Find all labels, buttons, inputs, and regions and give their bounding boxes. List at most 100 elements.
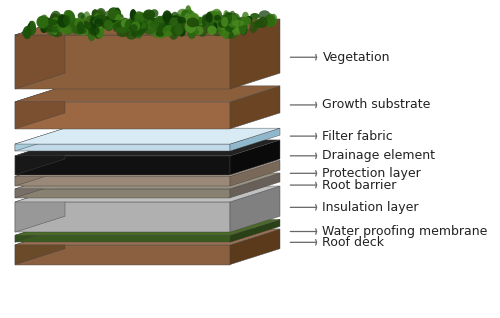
Ellipse shape [65,13,76,27]
Ellipse shape [214,15,221,21]
Polygon shape [15,86,280,102]
Ellipse shape [130,21,141,33]
Ellipse shape [206,18,214,31]
Ellipse shape [90,17,100,28]
Ellipse shape [187,13,196,26]
Ellipse shape [108,9,116,20]
Polygon shape [15,202,230,232]
Ellipse shape [176,23,184,34]
Polygon shape [230,19,280,89]
Ellipse shape [170,15,181,22]
Ellipse shape [158,24,168,33]
Text: Insulation layer: Insulation layer [322,201,419,214]
Ellipse shape [108,16,114,28]
Polygon shape [230,140,280,175]
Polygon shape [15,161,65,186]
Ellipse shape [103,21,113,30]
Ellipse shape [150,9,158,17]
Ellipse shape [226,23,234,32]
Ellipse shape [206,25,214,34]
Ellipse shape [82,28,93,34]
Ellipse shape [225,13,234,22]
Ellipse shape [142,22,154,29]
Ellipse shape [126,19,132,30]
Ellipse shape [178,20,188,31]
Ellipse shape [176,16,187,28]
Ellipse shape [104,11,114,21]
Ellipse shape [125,19,134,32]
Polygon shape [15,19,280,35]
Ellipse shape [96,25,104,35]
Ellipse shape [172,18,179,25]
Ellipse shape [224,20,232,31]
Ellipse shape [88,29,96,41]
Ellipse shape [188,13,198,24]
Ellipse shape [130,9,136,21]
Ellipse shape [195,24,202,31]
Ellipse shape [217,19,226,30]
Ellipse shape [65,11,75,22]
Ellipse shape [174,24,182,36]
Ellipse shape [185,5,192,19]
Ellipse shape [110,8,121,22]
Polygon shape [15,173,280,189]
Ellipse shape [96,8,106,18]
Ellipse shape [170,25,182,35]
Ellipse shape [218,25,228,37]
Ellipse shape [121,18,130,28]
Ellipse shape [237,17,248,25]
Ellipse shape [113,19,119,28]
Ellipse shape [222,17,230,25]
Polygon shape [15,229,280,245]
Ellipse shape [114,14,122,20]
Polygon shape [15,19,280,35]
Ellipse shape [76,21,84,34]
Ellipse shape [52,17,60,26]
Ellipse shape [100,17,112,26]
Ellipse shape [52,30,62,37]
Ellipse shape [213,22,220,31]
Polygon shape [15,235,230,242]
Ellipse shape [63,15,70,26]
Ellipse shape [158,20,170,30]
Ellipse shape [211,24,217,31]
Ellipse shape [218,15,230,28]
Ellipse shape [118,20,124,29]
Ellipse shape [224,17,236,30]
Ellipse shape [270,14,277,25]
Ellipse shape [131,21,140,31]
Ellipse shape [160,15,170,22]
Polygon shape [230,86,280,129]
Ellipse shape [50,23,58,36]
Ellipse shape [42,17,52,24]
Ellipse shape [68,24,76,31]
Ellipse shape [156,31,164,37]
Ellipse shape [230,13,240,23]
Ellipse shape [148,17,156,26]
Polygon shape [230,161,280,186]
Polygon shape [15,128,65,151]
Ellipse shape [162,25,174,37]
Ellipse shape [171,24,180,36]
Polygon shape [230,219,280,242]
Ellipse shape [181,18,190,29]
Ellipse shape [64,23,70,29]
Ellipse shape [178,23,188,31]
Ellipse shape [116,21,128,28]
Ellipse shape [265,15,274,21]
Ellipse shape [170,17,176,27]
Ellipse shape [250,22,257,33]
Ellipse shape [225,25,234,32]
Ellipse shape [145,16,156,28]
Ellipse shape [258,10,270,20]
Ellipse shape [163,19,173,27]
Ellipse shape [172,15,182,27]
Ellipse shape [74,17,84,29]
Ellipse shape [208,26,217,35]
Polygon shape [15,229,65,265]
Ellipse shape [207,20,219,29]
Ellipse shape [188,13,200,22]
Ellipse shape [128,21,140,27]
Text: Drainage element: Drainage element [322,149,436,162]
Ellipse shape [27,23,36,35]
